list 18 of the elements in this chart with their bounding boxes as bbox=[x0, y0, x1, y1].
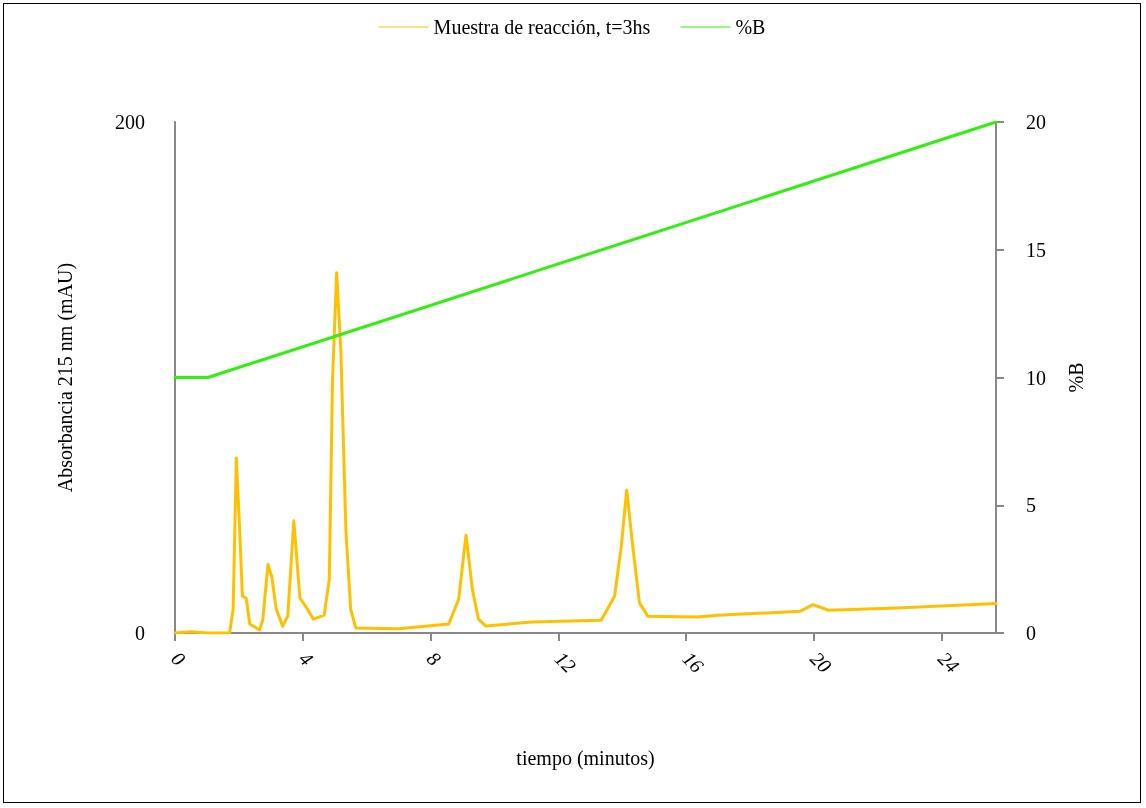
x-tick-label: 4 bbox=[295, 647, 318, 670]
x-tick-label: 24 bbox=[933, 647, 964, 677]
x-tick-label: 0 bbox=[167, 647, 190, 670]
y2-axis-title: %B bbox=[1065, 362, 1087, 393]
y-axis-title: Absorbancia 215 nm (mAU) bbox=[54, 262, 77, 493]
legend-label: Muestra de reacción, t=3hs bbox=[433, 16, 651, 38]
y2-tick-label: 15 bbox=[1026, 238, 1046, 261]
y2-tick-label: 10 bbox=[1026, 366, 1046, 389]
x-tick-label: 16 bbox=[678, 647, 709, 677]
y2-tick-label: 20 bbox=[1026, 111, 1046, 133]
x-tick-label: 8 bbox=[422, 647, 446, 670]
y2-tick-label: 0 bbox=[1026, 622, 1036, 644]
x-axis-title: tiempo (minutos) bbox=[516, 747, 655, 770]
y-tick-label: 200 bbox=[115, 111, 145, 133]
legend-label: %B bbox=[735, 16, 766, 38]
x-tick-label: 20 bbox=[806, 647, 836, 677]
x-tick-label: 12 bbox=[550, 647, 581, 677]
y2-tick-label: 5 bbox=[1026, 494, 1036, 517]
